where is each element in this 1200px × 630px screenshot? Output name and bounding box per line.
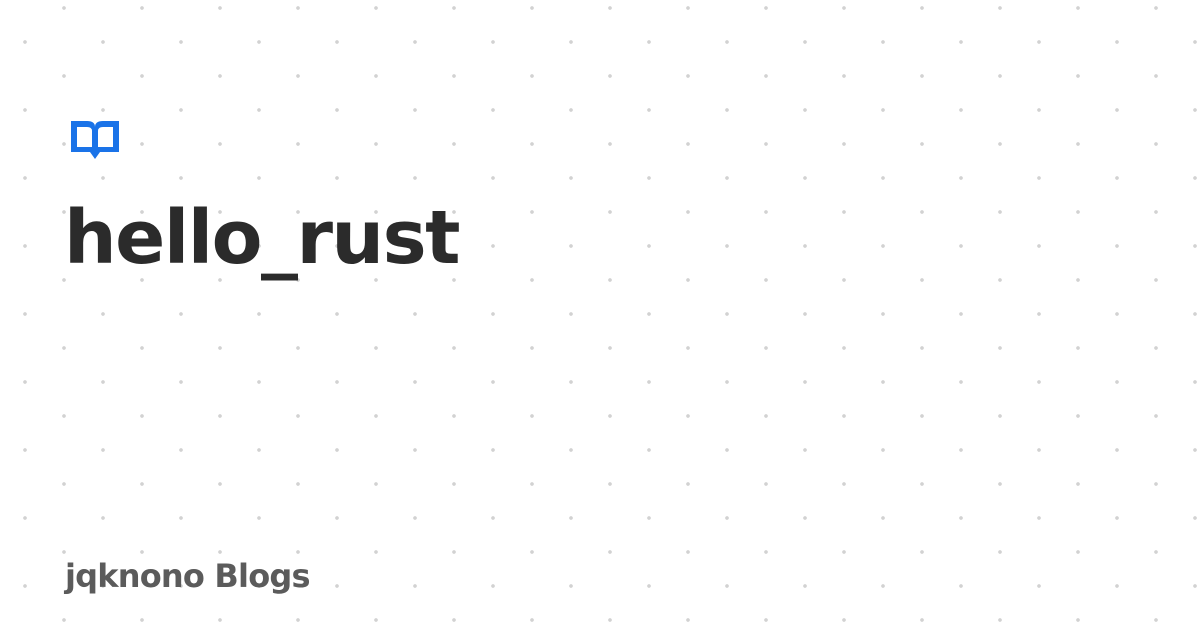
site-name: jqknono Blogs — [65, 557, 311, 595]
open-book-icon — [68, 118, 122, 162]
post-title: hello_rust — [64, 195, 461, 281]
